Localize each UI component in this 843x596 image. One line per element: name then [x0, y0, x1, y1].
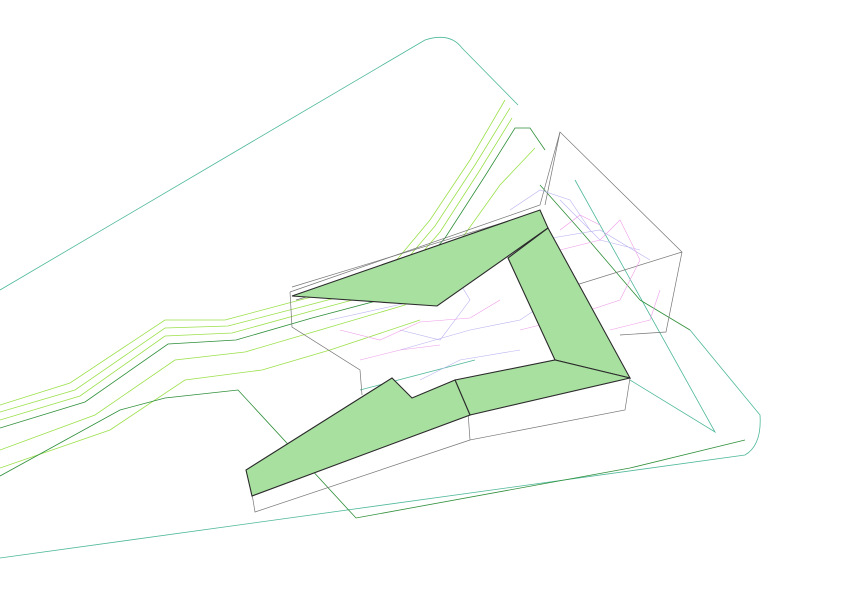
site-boundary-inner — [359, 179, 717, 434]
contour-line — [0, 117, 513, 421]
contour-line — [539, 184, 641, 301]
roof-surface-southwest — [245, 377, 471, 497]
interior-line — [339, 219, 641, 361]
building-massing — [247, 131, 683, 513]
massing-edge — [467, 377, 631, 441]
roof-surfaces — [245, 209, 632, 497]
terrain-contours — [0, 99, 746, 519]
site-boundary-lower — [0, 329, 761, 559]
site-boundary — [0, 36, 761, 559]
contour-line — [0, 389, 746, 519]
interior-line — [559, 214, 661, 331]
contour-line — [0, 147, 536, 451]
contour-line — [0, 107, 511, 413]
contour-line — [0, 99, 506, 406]
contour-line — [639, 299, 691, 331]
massing-edge — [544, 131, 683, 291]
massing-edge — [289, 131, 683, 336]
contour-line — [0, 319, 421, 469]
massing-edge — [289, 291, 363, 396]
site-boundary-upper — [0, 36, 519, 291]
